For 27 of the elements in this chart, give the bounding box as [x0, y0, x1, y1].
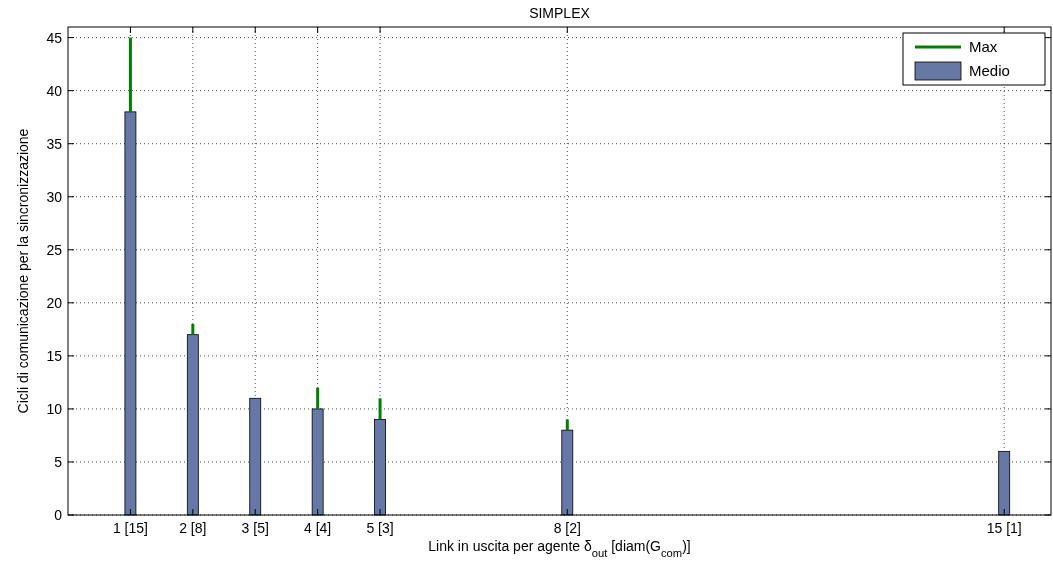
- y-tick-label: 5: [54, 453, 63, 470]
- chart-title: SIMPLEX: [529, 5, 591, 21]
- x-tick-label: 15 [1]: [986, 520, 1022, 536]
- y-tick-label: 25: [46, 241, 63, 258]
- x-tick-label: 8 [2]: [553, 520, 581, 536]
- y-tick-label: 0: [54, 506, 63, 523]
- y-tick-label: 45: [46, 29, 63, 46]
- x-axis-title: Link in uscita per agente δ$_{out}$ [diam(G$_{com}$)]: [428, 538, 691, 559]
- y-tick-label: 15: [46, 347, 63, 364]
- y-tick-label: 35: [46, 135, 63, 152]
- legend-label: Max: [969, 38, 998, 56]
- y-tick-label: 20: [46, 294, 63, 311]
- y-tick-label: 10: [46, 400, 63, 417]
- bar: [128, 37, 132, 112]
- y-tick-label: 30: [46, 188, 63, 205]
- y-axis-title: Cicli di comunicazione per la sincronizzazione: [15, 128, 31, 414]
- legend-label: Medio: [969, 62, 1010, 80]
- bar: [191, 324, 195, 335]
- bar: [565, 419, 569, 431]
- bar: [316, 387, 320, 409]
- x-tick-label: 1 [15]: [112, 520, 148, 536]
- x-tick-label: 4 [4]: [304, 520, 332, 536]
- y-tick-label: 40: [46, 82, 63, 99]
- x-tick-label: 5 [3]: [366, 520, 394, 536]
- x-tick-label: 2 [8]: [179, 520, 207, 536]
- x-tick-label: 3 [5]: [241, 520, 269, 536]
- bar: [378, 398, 382, 420]
